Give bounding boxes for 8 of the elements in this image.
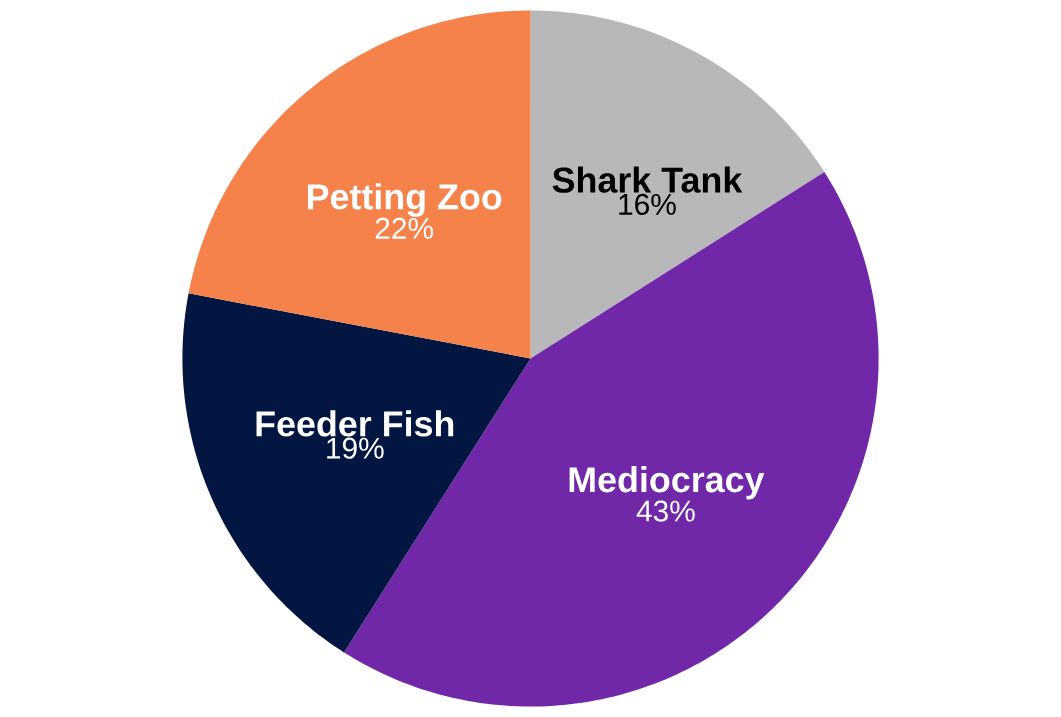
data-label: 16% xyxy=(619,193,676,215)
data-label: 22% xyxy=(375,217,434,239)
slice-label: Petting Zoo xyxy=(307,183,502,217)
slice-label: Shark Tank xyxy=(552,166,743,193)
data-label: 43% xyxy=(636,500,695,522)
slice-label: Feeder Fish xyxy=(256,410,454,437)
data-label: 19% xyxy=(327,437,384,459)
slice-label: Mediocracy xyxy=(569,466,765,500)
